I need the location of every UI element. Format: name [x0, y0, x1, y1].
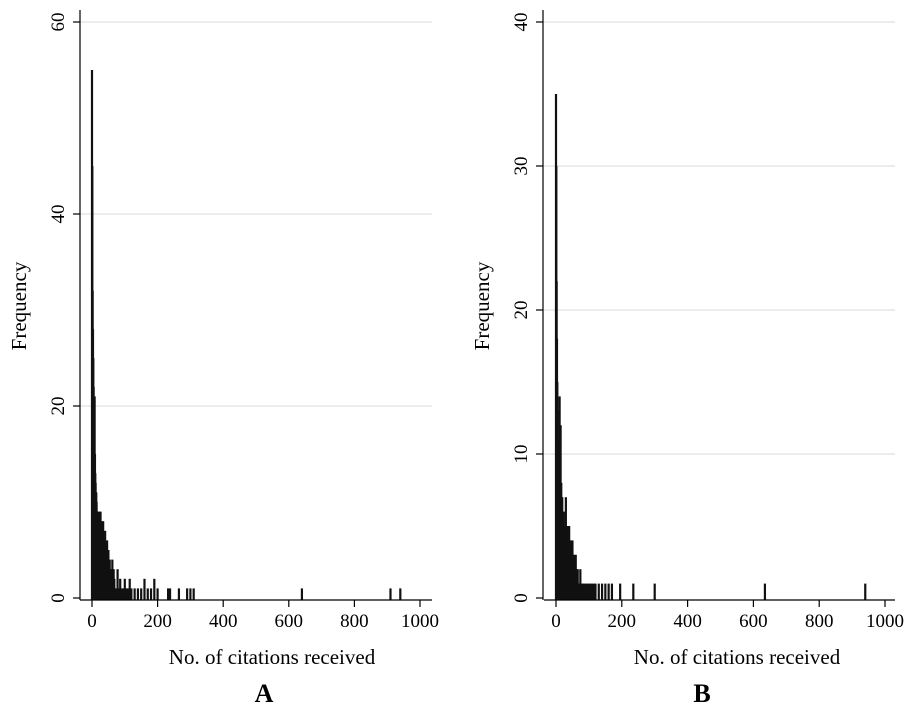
y-tick-label: 10 — [511, 445, 532, 464]
histogram-bar — [584, 583, 587, 600]
x-tick-label: 600 — [739, 611, 768, 632]
histogram-bar — [122, 588, 125, 600]
panel-b-y-axis-label: Frequency — [470, 261, 494, 350]
histogram-bar — [583, 583, 586, 600]
histogram-bar — [133, 588, 136, 600]
y-tick-label: 20 — [48, 397, 69, 416]
histogram-bar — [619, 583, 622, 600]
histogram-bar — [864, 583, 867, 600]
histogram-bar — [399, 588, 402, 600]
panel-b-y-ticks: 0 10 20 30 40 — [511, 13, 543, 603]
x-tick-label: 0 — [87, 611, 97, 632]
histogram-bar — [130, 588, 133, 600]
histogram-bar — [123, 578, 126, 600]
panel-a-y-axis-label: Frequency — [7, 261, 31, 350]
y-tick-label: 40 — [511, 13, 532, 32]
y-tick-label: 40 — [48, 205, 69, 224]
panel-b-gridlines — [543, 21, 895, 455]
histogram-bar — [153, 578, 156, 600]
y-tick-label: 0 — [48, 593, 69, 603]
histogram-bar — [120, 588, 123, 600]
histogram-bar — [177, 588, 181, 600]
histogram-bar — [580, 583, 583, 600]
y-tick-label: 60 — [48, 13, 69, 32]
histogram-bar — [607, 583, 610, 600]
x-tick-label: 1000 — [401, 611, 439, 632]
histogram-bar — [140, 588, 143, 600]
x-tick-label: 800 — [340, 611, 369, 632]
histogram-bar — [115, 588, 118, 600]
histogram-bar — [186, 588, 189, 600]
panel-a-bars — [90, 70, 402, 600]
histogram-bar — [589, 583, 592, 600]
panel-a-x-ticks: 0 200 400 600 800 1000 — [87, 600, 439, 632]
histogram-bar — [592, 583, 595, 600]
histogram-bar — [189, 588, 192, 600]
histogram-bar — [126, 588, 130, 600]
histogram-bar — [586, 583, 589, 600]
x-tick-label: 400 — [209, 611, 238, 632]
y-tick-label: 0 — [511, 593, 532, 603]
histogram-bar — [594, 583, 597, 600]
histogram-bar — [653, 583, 656, 600]
x-tick-label: 0 — [551, 611, 561, 632]
panel-b-x-ticks: 0 200 400 600 800 1000 — [551, 600, 904, 632]
y-tick-label: 20 — [511, 301, 532, 320]
histogram-bar — [128, 578, 131, 600]
histogram-bar — [146, 588, 149, 600]
panel-a-chart: 0 20 40 60 0 200 400 600 800 1000 Frequency No. … — [7, 10, 439, 707]
histogram-bar — [149, 588, 153, 600]
histogram-bar — [136, 588, 140, 600]
panel-b-chart: 0 10 20 30 40 0 200 400 600 800 1000 Frequency No… — [470, 10, 904, 707]
x-tick-label: 200 — [143, 611, 172, 632]
x-tick-label: 1000 — [866, 611, 904, 632]
histogram-bar — [117, 588, 120, 600]
histogram-bar — [610, 583, 614, 600]
histogram-bar — [587, 583, 590, 600]
histogram-bar — [192, 588, 195, 600]
histogram-bar — [125, 588, 128, 600]
histogram-bar — [581, 583, 585, 600]
histogram-bar — [113, 588, 117, 600]
panel-b-bars — [554, 94, 867, 600]
histogram-bar — [143, 578, 146, 600]
panel-a-letter: A — [255, 679, 274, 707]
histogram-bar — [156, 588, 159, 600]
histogram-bar — [591, 583, 594, 600]
histogram-bar — [763, 583, 767, 600]
x-tick-label: 200 — [608, 611, 637, 632]
histogram-bar — [300, 588, 304, 600]
panel-a-y-ticks: 0 20 40 60 — [48, 13, 80, 603]
panel-a-gridlines — [80, 21, 432, 407]
histogram-bar — [116, 569, 119, 600]
histogram-bar — [604, 583, 607, 600]
histogram-bar — [632, 583, 635, 600]
x-tick-label: 800 — [805, 611, 834, 632]
panel-b-letter: B — [693, 679, 710, 707]
histogram-bar — [597, 583, 600, 600]
panel-a-x-axis-label: No. of citations received — [169, 645, 376, 669]
histogram-bar — [577, 583, 581, 600]
panel-b-x-axis-label: No. of citations received — [634, 645, 841, 669]
histogram-bar — [389, 588, 392, 600]
histogram-bar — [579, 569, 582, 600]
y-tick-label: 30 — [511, 157, 532, 176]
histogram-bar — [119, 578, 122, 600]
histogram-bar — [600, 583, 604, 600]
x-tick-label: 600 — [275, 611, 304, 632]
histogram-bar — [166, 588, 170, 600]
x-tick-label: 400 — [673, 611, 702, 632]
histogram-bar — [168, 588, 172, 600]
